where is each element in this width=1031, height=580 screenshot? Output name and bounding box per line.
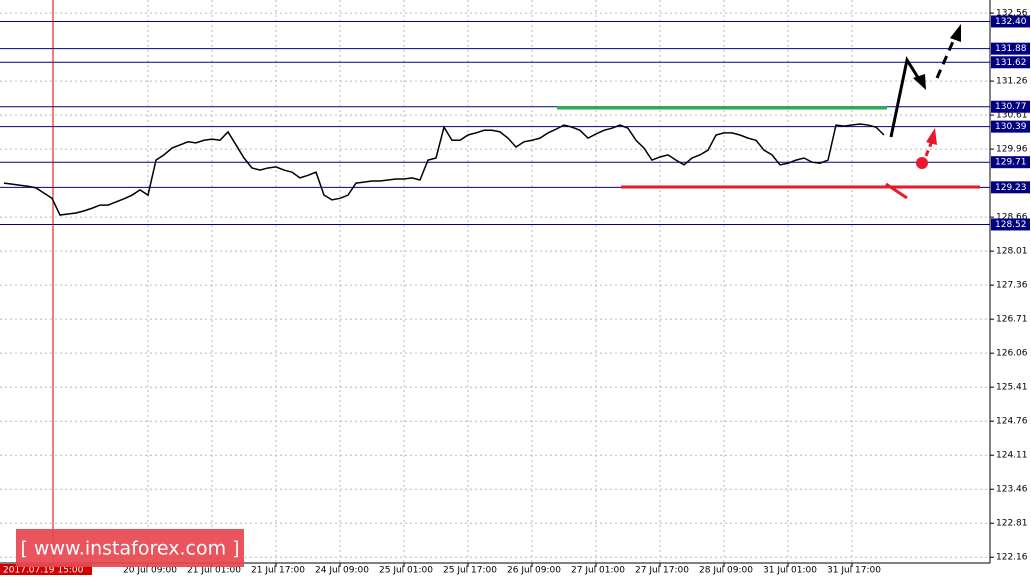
y-tick-label: 122.81 bbox=[996, 519, 1028, 529]
forecast-arrows bbox=[885, 24, 961, 200]
x-tick-label: 28 Jul 09:00 bbox=[699, 566, 753, 576]
y-tick-label: 132.56 bbox=[996, 9, 1028, 19]
red-arrow bbox=[924, 140, 934, 157]
cursor-label-box bbox=[0, 564, 92, 575]
level-label: 131.62 bbox=[995, 58, 1027, 68]
level-label: 129.71 bbox=[995, 158, 1027, 168]
level-label: 129.23 bbox=[995, 183, 1027, 193]
level-label-box bbox=[991, 218, 1030, 231]
level-label-box bbox=[991, 181, 1030, 194]
y-tick-label: 130.61 bbox=[996, 111, 1028, 121]
arrow-head bbox=[926, 128, 937, 145]
x-tick-label: 27 Jul 17:00 bbox=[635, 566, 689, 576]
y-tick-label: 126.71 bbox=[996, 315, 1028, 325]
y-tick-label: 126.06 bbox=[996, 349, 1028, 359]
cursor-label: 2017.07.19 15:00 bbox=[3, 566, 84, 576]
grid bbox=[0, 0, 990, 563]
x-tick-label: 24 Jul 09:00 bbox=[315, 566, 369, 576]
y-axis-area bbox=[990, 0, 1031, 580]
watermark: [ www.instaforex.com ] bbox=[20, 538, 239, 560]
y-tick-label: 127.36 bbox=[996, 281, 1028, 291]
series bbox=[3, 123, 885, 216]
level-label-box bbox=[991, 120, 1030, 133]
x-tick-label: 25 Jul 17:00 bbox=[443, 566, 497, 576]
red-stroke bbox=[885, 182, 908, 200]
y-tick-label: 128.01 bbox=[996, 247, 1028, 257]
level-label-box bbox=[991, 15, 1030, 28]
x-tick-label: 21 Jul 01:00 bbox=[187, 566, 241, 576]
red-dot bbox=[916, 157, 928, 169]
level-label: 128.52 bbox=[995, 220, 1027, 230]
level-label-box bbox=[991, 56, 1030, 69]
y-tick-label: 125.41 bbox=[996, 383, 1028, 393]
y-tick-label: 131.26 bbox=[996, 77, 1028, 87]
x-tick-label: 20 Jul 09:00 bbox=[123, 566, 177, 576]
y-tick-label: 129.96 bbox=[996, 145, 1028, 155]
level-label-box bbox=[991, 42, 1030, 55]
arrow-head bbox=[950, 24, 961, 42]
y-tick-label: 124.11 bbox=[996, 451, 1028, 461]
arrow-up-down bbox=[889, 56, 924, 138]
y-tick-label: 128.66 bbox=[996, 213, 1028, 223]
y-tick-label: 124.76 bbox=[996, 417, 1028, 427]
level-label: 130.39 bbox=[995, 122, 1027, 132]
x-tick-label: 27 Jul 01:00 bbox=[571, 566, 625, 576]
x-tick-label: 21 Jul 17:00 bbox=[251, 566, 305, 576]
y-tick-label: 123.46 bbox=[996, 485, 1028, 495]
axis-labels: 122.16 122.81 123.46 124.11 124.76 125.41 126.… bbox=[123, 9, 1030, 576]
x-tick-label: 26 Jul 09:00 bbox=[507, 566, 561, 576]
price-line bbox=[3, 123, 885, 216]
arrow-dashed bbox=[935, 36, 957, 79]
level-label-box bbox=[991, 100, 1030, 113]
level-label-box bbox=[991, 156, 1030, 169]
x-tick-label: 31 Jul 17:00 bbox=[827, 566, 881, 576]
y-tick-label: 122.16 bbox=[996, 553, 1028, 563]
watermark-box bbox=[16, 529, 244, 567]
level-label: 131.88 bbox=[995, 44, 1027, 54]
x-tick-label: 31 Jul 01:00 bbox=[763, 566, 817, 576]
level-label: 132.40 bbox=[995, 17, 1027, 27]
arrow-head bbox=[913, 74, 926, 90]
level-label: 130.77 bbox=[995, 102, 1027, 112]
x-tick-label: 25 Jul 01:00 bbox=[379, 566, 433, 576]
